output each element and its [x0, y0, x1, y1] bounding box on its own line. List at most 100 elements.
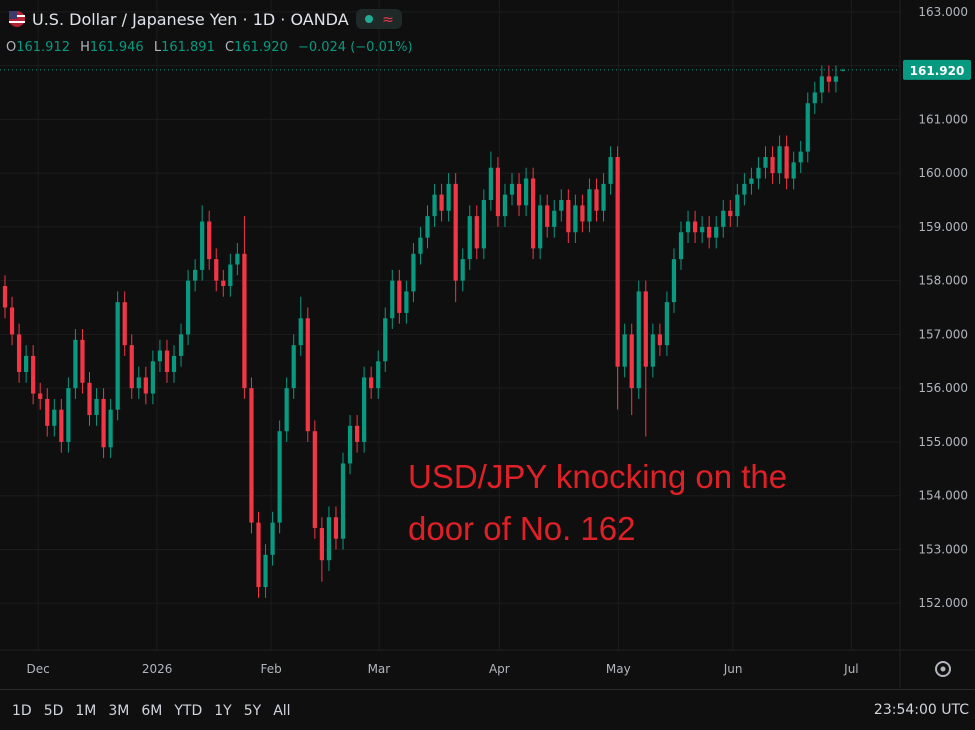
ohlc-value: 161.946 — [89, 40, 144, 55]
candle-body — [531, 178, 536, 249]
svg-text:≈: ≈ — [382, 12, 394, 28]
candle-body — [516, 183, 522, 206]
candle-body — [2, 286, 8, 308]
candle-body — [376, 361, 381, 389]
ohlc-key: O — [6, 40, 17, 55]
candle-body — [298, 318, 303, 346]
candle-body — [150, 361, 155, 394]
candle-body — [721, 210, 726, 227]
candle-body — [439, 194, 444, 211]
candle-body — [291, 345, 296, 389]
candle-body — [16, 334, 22, 373]
candle-body — [587, 189, 592, 222]
candle-body — [214, 259, 219, 281]
candle-body — [425, 216, 430, 238]
candle-body — [685, 221, 691, 233]
y-tick-label: 157.000 — [918, 327, 968, 341]
candle-body — [629, 334, 634, 389]
last-price-label: 161.920 — [910, 64, 965, 78]
plot-bg — [0, 0, 975, 688]
candle-body — [411, 253, 416, 292]
candle-body — [242, 253, 247, 389]
candle-body — [777, 146, 782, 174]
candle-body — [185, 280, 191, 335]
x-tick-label: Apr — [489, 662, 510, 676]
range-button[interactable]: 1Y — [214, 702, 232, 719]
candle-body — [749, 178, 754, 184]
candle-body — [270, 522, 275, 555]
ohlc-value: 161.920 — [234, 40, 288, 55]
y-tick-label: 156.000 — [918, 381, 968, 395]
y-tick-label: 152.000 — [918, 596, 968, 610]
clock[interactable]: 23:54:00 UTC — [873, 702, 969, 718]
candle-body — [545, 205, 550, 227]
candle-body — [200, 221, 205, 270]
candle-body — [608, 156, 613, 184]
symbol-title: U.S. Dollar / Japanese Yen · 1D · OANDA — [32, 9, 349, 29]
candle-body — [622, 334, 627, 367]
candle-body — [671, 259, 677, 303]
candle-body — [45, 398, 50, 426]
candle-body — [474, 216, 479, 249]
x-tick-label: Jul — [843, 662, 858, 676]
candle-body — [369, 377, 374, 389]
last-price-tag — [903, 59, 971, 80]
candle-body — [108, 409, 113, 448]
candle-body — [312, 431, 317, 528]
candle-body — [305, 318, 310, 432]
toolbar: 1D 5D 1M 3M 6M YTD 1Y 5Y All 23:54:00 UTC — [0, 689, 975, 730]
candle-body — [193, 269, 198, 281]
candle-body — [94, 398, 99, 416]
range-button[interactable]: 5D — [43, 702, 64, 719]
x-tick-label: Feb — [261, 662, 282, 676]
candle-body — [707, 226, 712, 238]
candle-body — [791, 162, 796, 179]
candle-body — [650, 334, 655, 367]
candle-body — [333, 517, 339, 539]
settings-icon[interactable] — [935, 661, 951, 677]
candle-body — [488, 167, 493, 200]
candle-body — [509, 183, 515, 195]
chart: 152.000 153.000 154.000 155.000 156.000 157.0… — [0, 0, 975, 688]
x-tick-label: 2026 — [142, 662, 173, 676]
candle-body — [115, 302, 120, 410]
candle-body — [460, 259, 465, 281]
candle-body — [277, 431, 282, 523]
ohlc-key: H — [80, 40, 90, 55]
candle-body — [594, 189, 599, 211]
y-tick-label: 159.000 — [918, 220, 968, 234]
range-button[interactable]: All — [273, 702, 291, 719]
candle-body — [840, 69, 846, 71]
candle-body — [538, 205, 543, 249]
candle-body — [826, 76, 831, 82]
range-button[interactable]: YTD — [174, 702, 203, 719]
status-badge[interactable]: ≈ — [355, 8, 403, 30]
ohlc-value: 161.912 — [16, 40, 70, 55]
candle-body — [756, 167, 761, 179]
y-tick-label: 160.000 — [918, 166, 968, 180]
range-button[interactable]: 5Y — [243, 702, 262, 719]
candle-body — [354, 425, 360, 442]
x-tick-label: Dec — [26, 662, 49, 676]
candle-body — [38, 393, 43, 399]
candle-body — [566, 200, 571, 233]
range-button[interactable]: 6M — [141, 702, 163, 719]
candle-body — [24, 355, 29, 373]
range-button[interactable]: 1M — [75, 702, 97, 719]
candle-body — [523, 178, 529, 206]
candle-body — [207, 221, 212, 260]
candle-body — [784, 146, 789, 179]
y-tick-label: 155.000 — [918, 435, 968, 449]
candle-body — [228, 264, 233, 287]
candle-body — [678, 232, 684, 260]
candle-body — [692, 221, 698, 233]
candle-body — [643, 291, 648, 367]
range-button[interactable]: 3M — [108, 702, 130, 719]
candle-body — [9, 307, 15, 335]
ohlc-legend: O161.912 H161.946 L161.891 C161.920 −0.0… — [6, 40, 419, 55]
candle-body — [164, 350, 170, 373]
candle-body — [66, 388, 71, 442]
candle-body — [467, 216, 472, 260]
range-button[interactable]: 1D — [12, 702, 32, 719]
